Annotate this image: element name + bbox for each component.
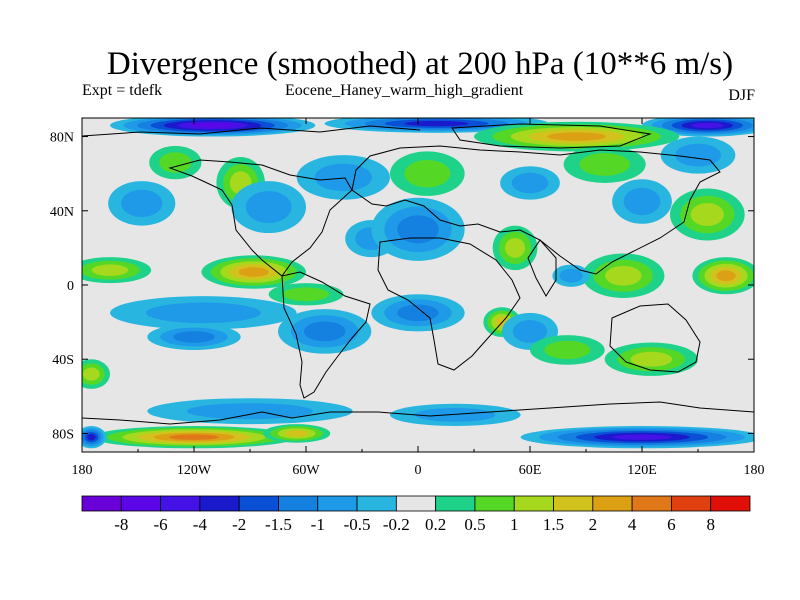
x-tick-label: 60E <box>519 463 542 478</box>
contour-blob <box>159 152 192 173</box>
contour-blob <box>173 331 215 343</box>
contour-blob <box>238 267 269 277</box>
colorbar-label: 2 <box>589 515 598 534</box>
contour-blob <box>397 215 439 244</box>
africa-coast <box>377 237 521 371</box>
colorbar-label: -6 <box>154 515 168 534</box>
colorbar-label: -8 <box>114 515 128 534</box>
contour-blob <box>87 433 96 441</box>
contour-blob <box>544 340 591 360</box>
colorbar-box <box>278 495 319 512</box>
season-label: DJF <box>728 87 755 104</box>
colorbar-label: 1.5 <box>543 515 564 534</box>
y-tick-label: 0 <box>67 279 74 294</box>
arctic-coast <box>82 125 421 137</box>
contour-blob <box>191 123 235 128</box>
contour-blob <box>283 287 329 302</box>
colorbar-box <box>160 495 201 512</box>
india-coast <box>527 239 557 297</box>
contour-blob <box>512 319 548 343</box>
y-tick-label: 40N <box>50 205 74 220</box>
experiment-label: Expt = tdefk <box>82 82 163 99</box>
eurasia-coast <box>351 145 721 275</box>
case-name-label: Eocene_Haney_warm_high_gradient <box>285 82 524 99</box>
contour-blob <box>630 351 673 367</box>
map-title: Divergence (smoothed) at 200 hPa (10**6 … <box>106 46 734 82</box>
contour-blob <box>186 403 314 420</box>
colorbar-box <box>513 495 554 512</box>
contour-blob <box>691 122 724 129</box>
colorbar-label: 4 <box>628 515 637 534</box>
contour-blob <box>675 143 721 167</box>
y-tick-label: 80N <box>50 131 74 146</box>
contour-blob <box>397 304 439 322</box>
contour-blob <box>83 367 100 381</box>
colorbar-box <box>81 495 122 512</box>
y-tick-label: 80S <box>52 427 74 442</box>
contour-blob <box>559 268 583 283</box>
contour-blob <box>415 408 496 422</box>
colorbar-label: 8 <box>706 515 715 534</box>
antarctica-coast <box>82 401 754 425</box>
contour-blob <box>169 434 219 440</box>
contour-blob <box>623 187 661 216</box>
coastlines <box>82 123 754 425</box>
contour-blob <box>404 120 469 127</box>
colorbar-box <box>120 495 161 512</box>
colorbar-label: -4 <box>193 515 208 534</box>
contour-blob <box>690 202 724 227</box>
axis-ticks: 180 120W 60W 0 60E 120E 180 80N 40N 0 40S 80S <box>50 118 765 478</box>
contour-blob <box>579 152 630 176</box>
x-tick-label: 120W <box>177 463 212 478</box>
colorbar-box <box>356 495 397 512</box>
contour-blob <box>284 430 309 437</box>
colorbar-box <box>199 495 240 512</box>
greenland-coast <box>451 123 652 149</box>
colorbar-box <box>671 495 712 512</box>
colorbar-box <box>592 495 633 512</box>
contour-blob <box>612 434 672 440</box>
y-tick-label: 40S <box>52 353 74 368</box>
colorbar: -8 -6 -4 -2 -1.5 -1 -0.5 -0.2 0.2 0.5 1 1.5 2 4 6 8 <box>81 495 751 534</box>
contour-blob <box>716 270 736 282</box>
colorbar-label: 6 <box>667 515 676 534</box>
x-tick-label: 120E <box>627 463 657 478</box>
x-tick-label: 0 <box>415 463 422 478</box>
colorbar-label: -1 <box>311 515 325 534</box>
colorbar-box <box>553 495 594 512</box>
contour-blob <box>547 132 607 141</box>
contour-blob <box>605 265 642 286</box>
south-america-coast <box>281 271 371 399</box>
contour-blob <box>245 191 292 224</box>
colorbar-box <box>474 495 515 512</box>
contour-blob <box>145 302 261 324</box>
contour-blob <box>121 189 163 218</box>
contour-blob <box>303 321 346 342</box>
x-tick-label: 180 <box>72 463 93 478</box>
x-tick-label: 180 <box>744 463 765 478</box>
x-tick-label: 60W <box>292 463 320 478</box>
colorbar-box <box>710 495 751 512</box>
colorbar-label: -0.2 <box>383 515 410 534</box>
colorbar-label: 0.2 <box>425 515 446 534</box>
contour-blob <box>91 264 129 276</box>
colorbar-label: 0.5 <box>464 515 485 534</box>
australia-coast <box>609 303 701 373</box>
colorbar-label: -0.5 <box>344 515 371 534</box>
colorbar-box <box>317 495 358 512</box>
colorbar-box <box>631 495 672 512</box>
colorbar-label: -2 <box>232 515 246 534</box>
colorbar-box <box>238 495 279 512</box>
colorbar-box <box>395 495 437 512</box>
north-america-coast <box>168 159 353 277</box>
colorbar-box <box>435 495 476 512</box>
contour-blob <box>511 172 549 194</box>
colorbar-label: 1 <box>510 515 519 534</box>
contour-blob <box>505 237 526 258</box>
contour-field <box>82 118 754 452</box>
colorbar-label: -1.5 <box>265 515 292 534</box>
contour-blob <box>404 159 451 188</box>
contour-blob <box>314 163 373 192</box>
